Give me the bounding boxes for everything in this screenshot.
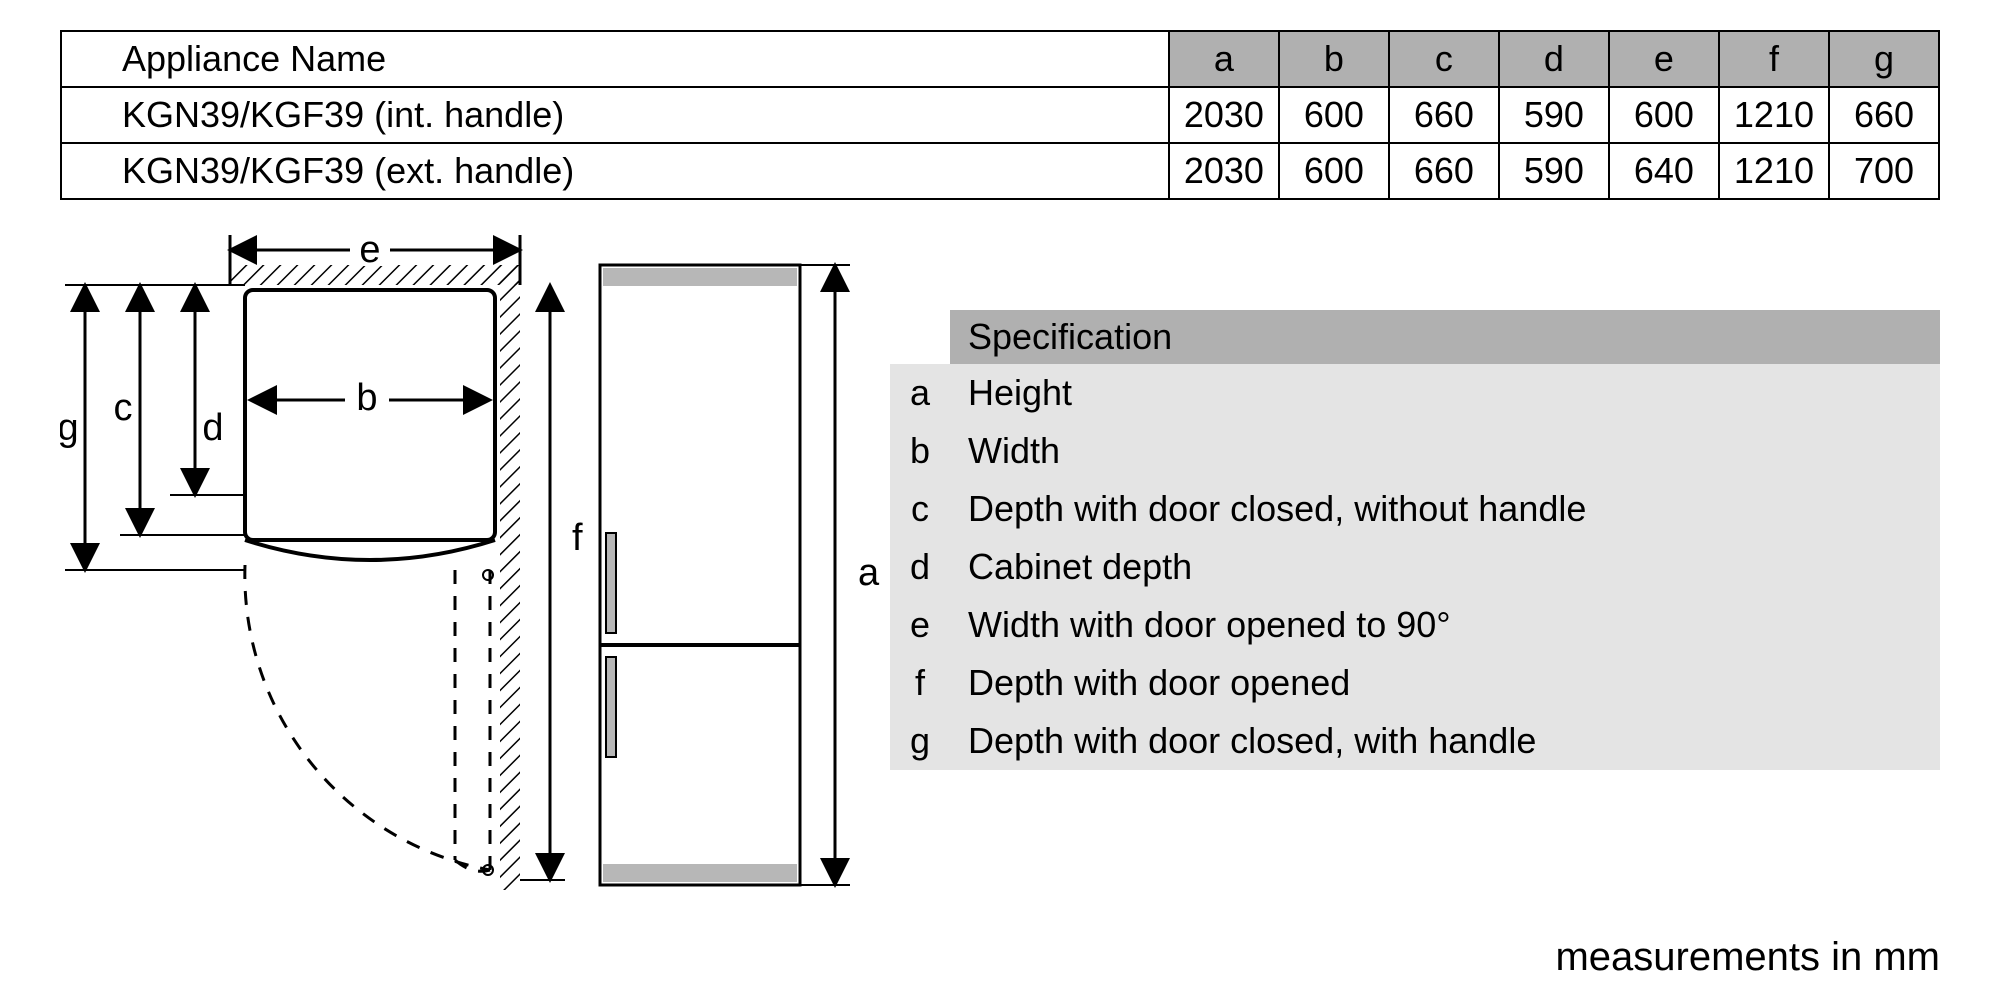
cell-g: 660	[1829, 87, 1939, 143]
spec-key: a	[890, 364, 950, 422]
spec-row: b Width	[890, 422, 1940, 480]
spec-desc: Depth with door closed, without handle	[950, 480, 1940, 538]
dim-label-a: a	[858, 552, 880, 594]
spec-desc: Width	[950, 422, 1940, 480]
spec-row: d Cabinet depth	[890, 538, 1940, 596]
cell-d: 590	[1499, 87, 1609, 143]
dim-label-f: f	[572, 517, 583, 559]
cell-c: 660	[1389, 143, 1499, 199]
spec-key: d	[890, 538, 950, 596]
col-c: c	[1389, 31, 1499, 87]
spec-row: g Depth with door closed, with handle	[890, 712, 1940, 770]
cell-f: 1210	[1719, 87, 1829, 143]
table-row: KGN39/KGF39 (int. handle) 2030 600 660 5…	[61, 87, 1939, 143]
spec-desc: Width with door opened to 90°	[950, 596, 1940, 654]
spec-desc: Depth with door opened	[950, 654, 1940, 712]
dim-label-c: c	[114, 387, 133, 429]
spec-row: f Depth with door opened	[890, 654, 1940, 712]
dimensions-table: Appliance Name a b c d e f g KGN39/KGF39…	[60, 30, 1940, 200]
spec-row: a Height	[890, 364, 1940, 422]
col-b: b	[1279, 31, 1389, 87]
col-d: d	[1499, 31, 1609, 87]
spec-row: c Depth with door closed, without handle	[890, 480, 1940, 538]
specification-legend: Specification a Height b Width c Depth w…	[890, 310, 1940, 770]
col-e: e	[1609, 31, 1719, 87]
cell-a: 2030	[1169, 143, 1279, 199]
col-a: a	[1169, 31, 1279, 87]
cell-g: 700	[1829, 143, 1939, 199]
spec-key: c	[890, 480, 950, 538]
cell-a: 2030	[1169, 87, 1279, 143]
col-f: f	[1719, 31, 1829, 87]
dim-label-b: b	[356, 377, 377, 419]
cell-b: 600	[1279, 87, 1389, 143]
cell-name: KGN39/KGF39 (ext. handle)	[61, 143, 1169, 199]
spec-desc: Depth with door closed, with handle	[950, 712, 1940, 770]
dim-label-g: g	[60, 407, 79, 449]
cell-c: 660	[1389, 87, 1499, 143]
spec-key: f	[890, 654, 950, 712]
cell-b: 600	[1279, 143, 1389, 199]
cell-e: 600	[1609, 87, 1719, 143]
col-g: g	[1829, 31, 1939, 87]
col-appliance-name: Appliance Name	[61, 31, 1169, 87]
dimension-diagram: e b g c d	[60, 230, 880, 915]
spec-key: b	[890, 422, 950, 480]
table-row: KGN39/KGF39 (ext. handle) 2030 600 660 5…	[61, 143, 1939, 199]
cell-name: KGN39/KGF39 (int. handle)	[61, 87, 1169, 143]
cell-d: 590	[1499, 143, 1609, 199]
spec-desc: Cabinet depth	[950, 538, 1940, 596]
spec-title: Specification	[950, 310, 1940, 364]
footnote-units: measurements in mm	[1555, 935, 1940, 980]
spec-key: g	[890, 712, 950, 770]
spec-row: e Width with door opened to 90°	[890, 596, 1940, 654]
dim-label-d: d	[202, 407, 223, 449]
cell-f: 1210	[1719, 143, 1829, 199]
spec-key: e	[890, 596, 950, 654]
spec-desc: Height	[950, 364, 1940, 422]
cell-e: 640	[1609, 143, 1719, 199]
dim-label-e: e	[359, 230, 380, 271]
